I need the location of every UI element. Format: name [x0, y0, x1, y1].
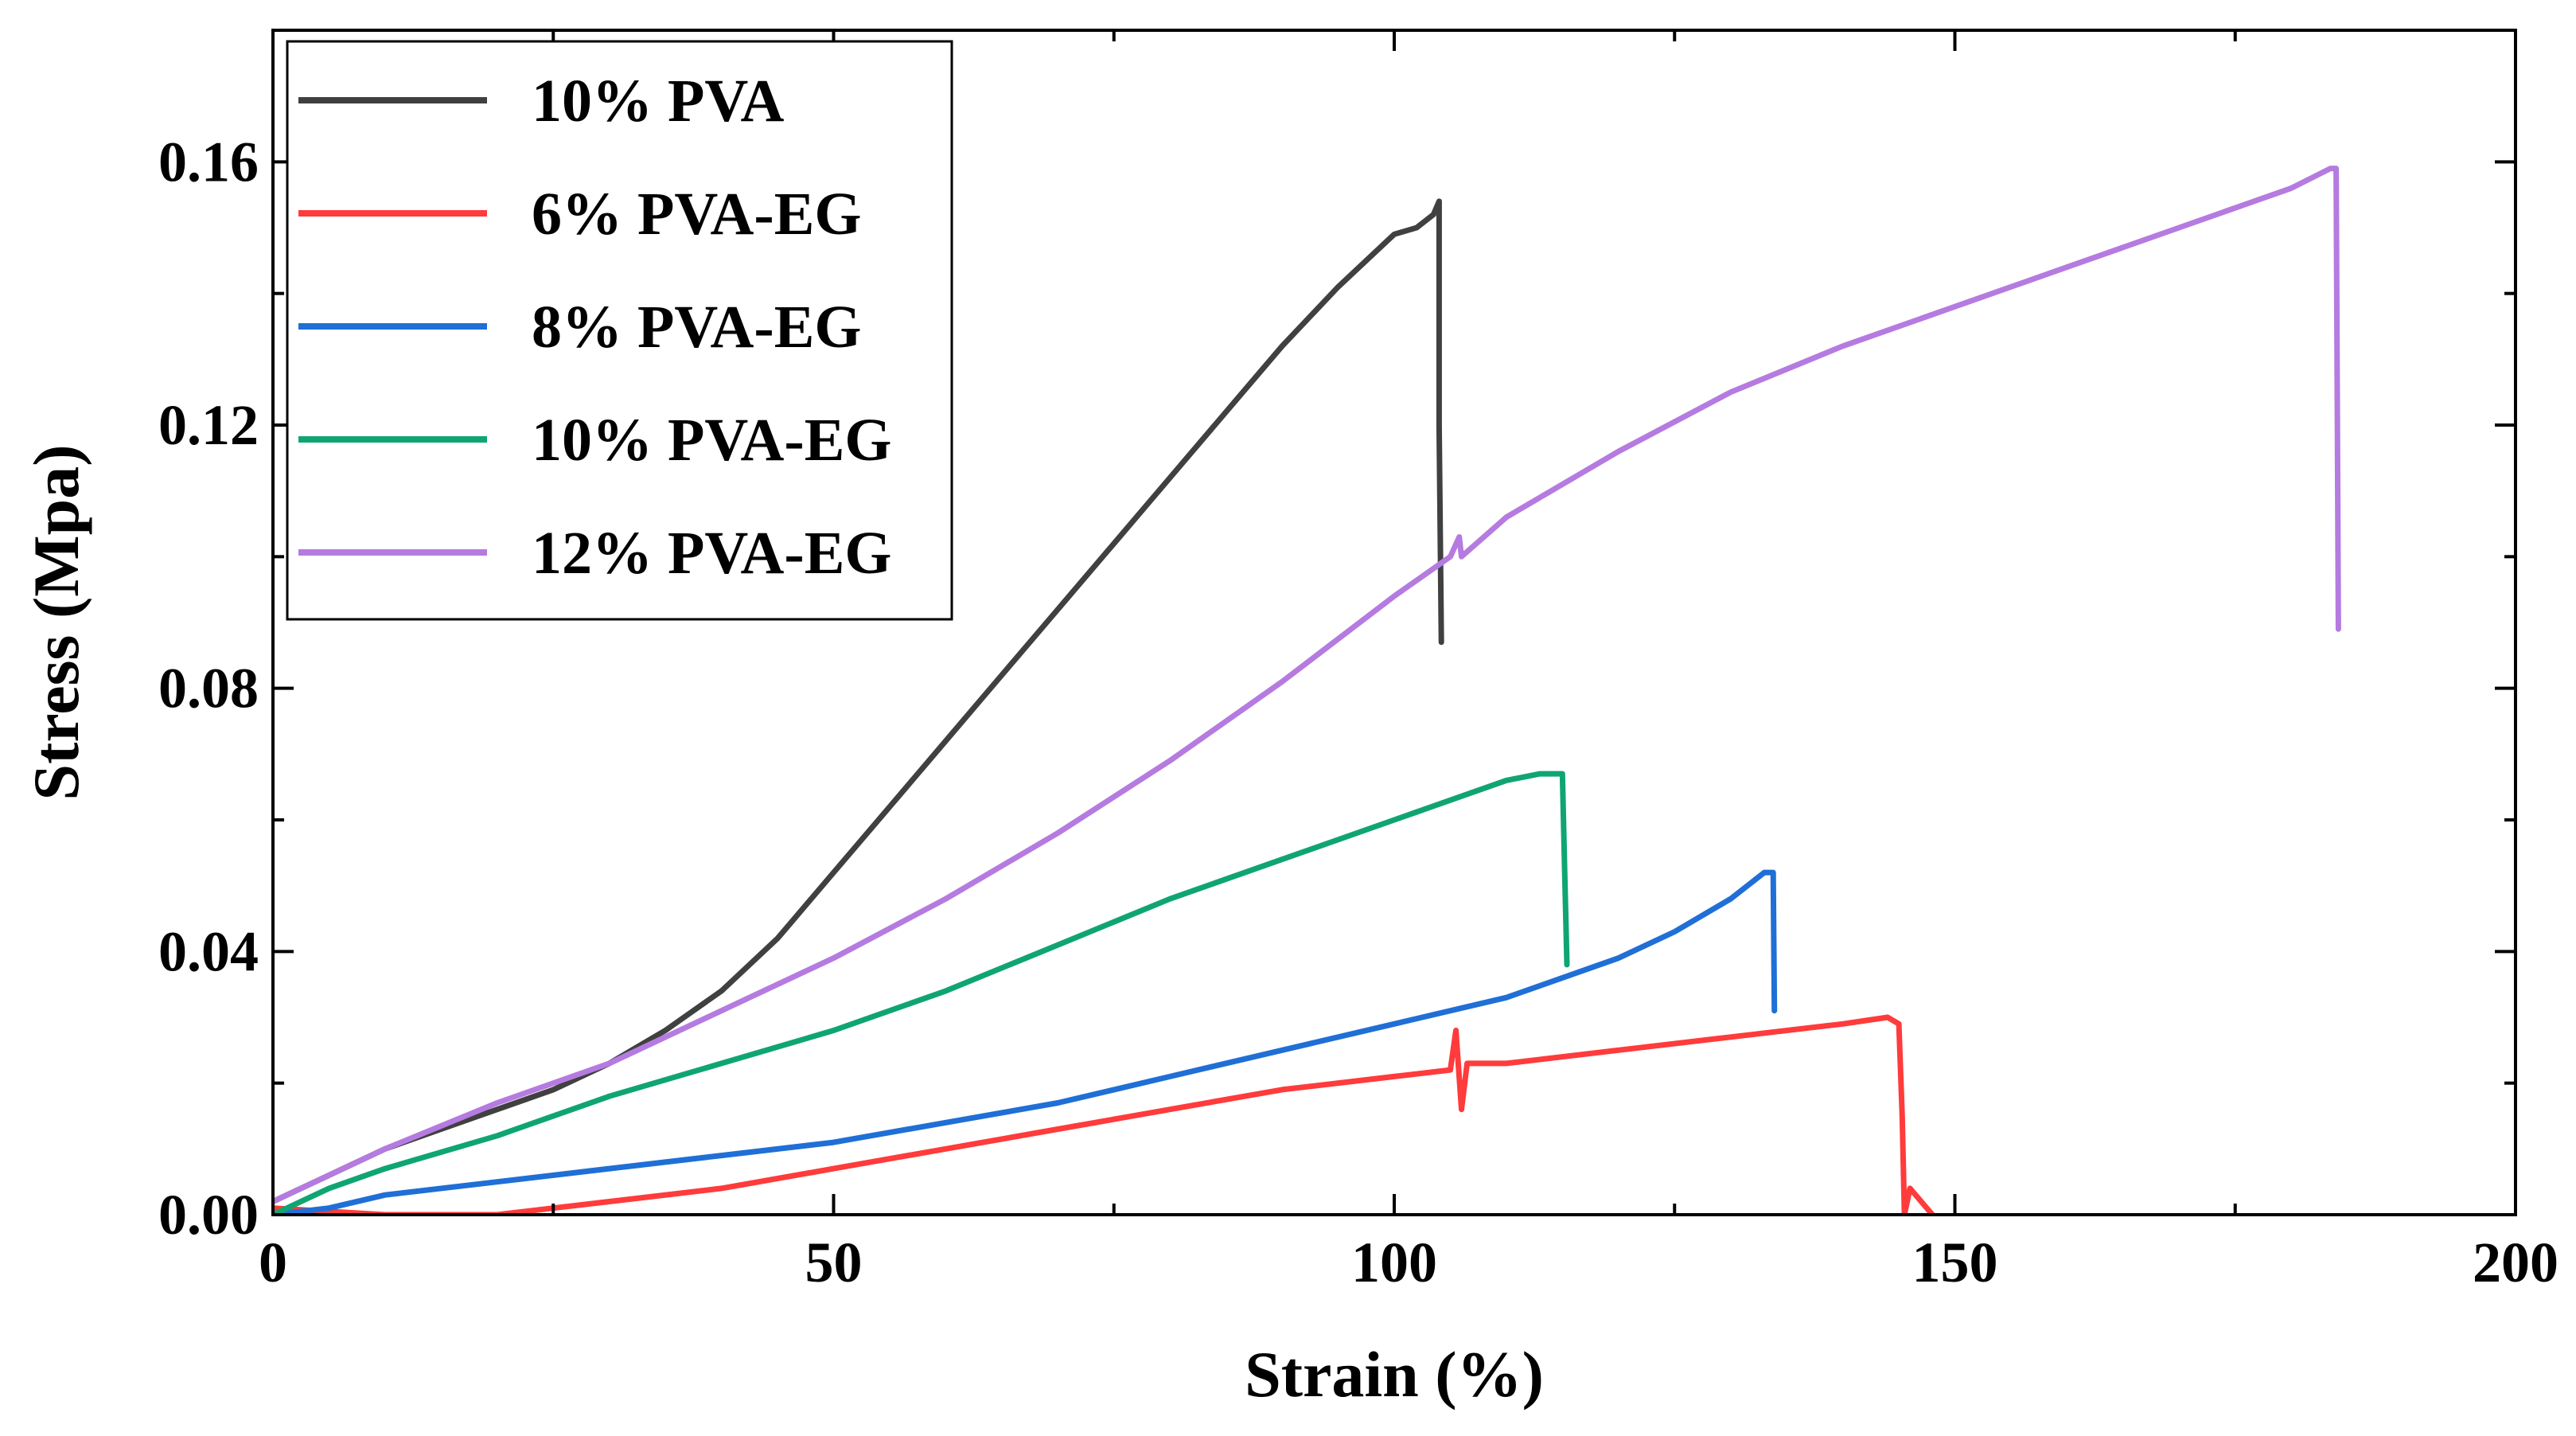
y-axis: 0.00 0.04 0.08 0.12 0.16 — [158, 29, 2516, 1247]
y-tick-label: 0.16 — [158, 130, 259, 193]
legend-label: 8% PVA-EG — [532, 294, 862, 361]
x-tick-label: 0 — [259, 1231, 287, 1294]
x-axis-title: Strain (%) — [1245, 1338, 1544, 1411]
series-line-3 — [273, 771, 1570, 1215]
x-tick-label: 200 — [2473, 1231, 2558, 1294]
legend: 10% PVA 6% PVA-EG 8% PVA-EG 10% PVA-EG 12% P… — [286, 40, 953, 621]
legend-label: 12% PVA-EG — [532, 520, 892, 587]
y-tick-label: 0.04 — [158, 919, 259, 983]
x-axis: 0 50 100 150 200 — [259, 30, 2558, 1294]
x-tick-label: 50 — [805, 1231, 863, 1294]
y-tick-label: 0.12 — [158, 393, 259, 457]
series-layer — [273, 166, 2341, 1215]
legend-box — [286, 40, 953, 621]
legend-label: 10% PVA — [532, 68, 785, 135]
legend-label: 6% PVA-EG — [532, 181, 862, 248]
x-tick-label: 100 — [1351, 1231, 1437, 1294]
series-line-1 — [273, 1014, 1935, 1215]
x-tick-label: 150 — [1912, 1231, 1998, 1294]
y-axis-title: Stress (Mpa) — [20, 444, 92, 800]
series-line-2 — [273, 869, 1778, 1215]
series-line-4 — [273, 166, 2341, 1204]
series-line-0 — [273, 198, 1444, 1204]
y-tick-label: 0.08 — [158, 657, 259, 720]
y-tick-label: 0.00 — [158, 1183, 259, 1247]
legend-label: 10% PVA-EG — [532, 407, 892, 474]
